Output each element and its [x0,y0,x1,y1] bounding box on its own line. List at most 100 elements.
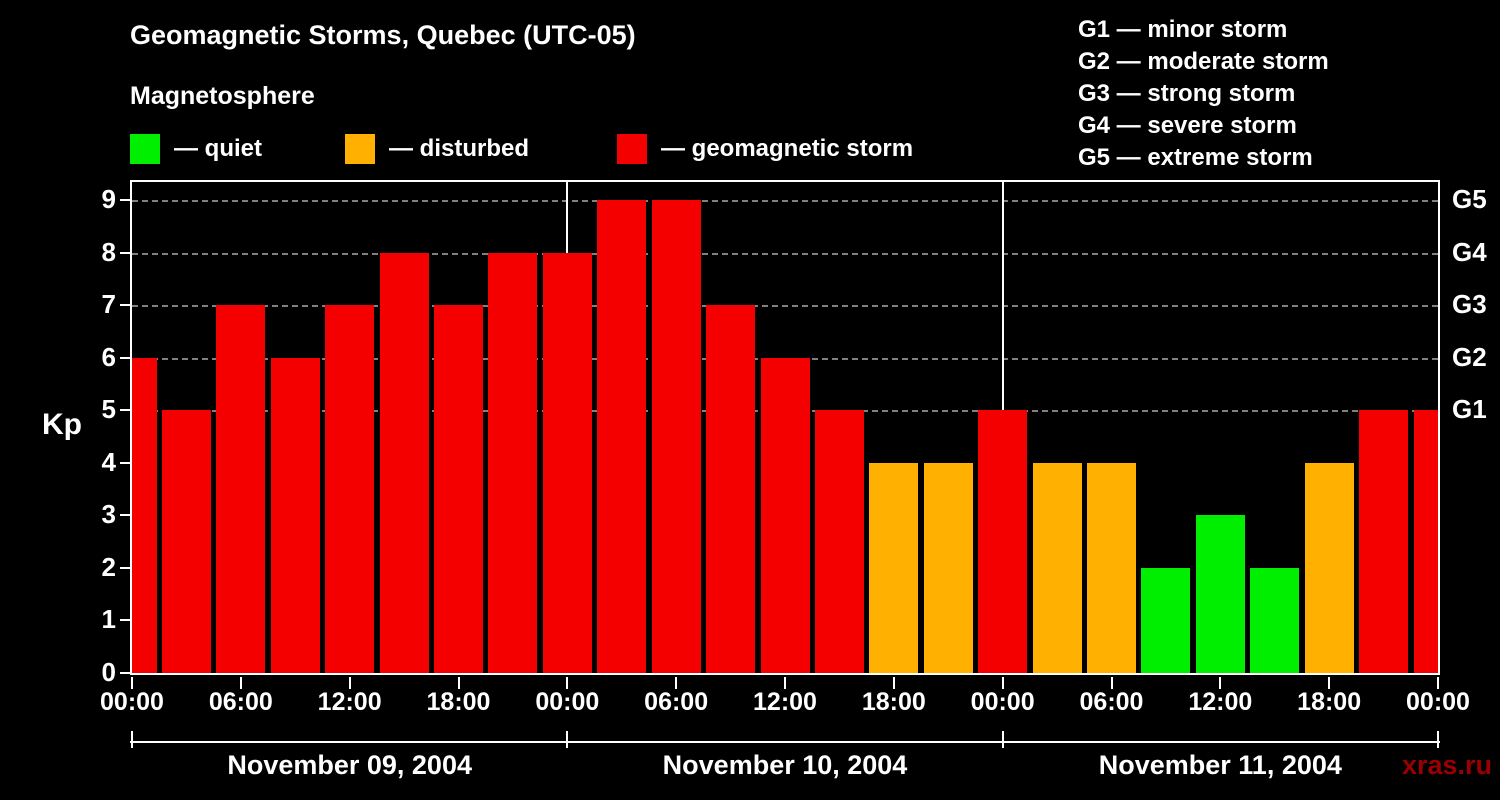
x-tick-label-6: 12:00 [753,688,817,716]
x-tick-label-11: 18:00 [1297,688,1362,716]
y-tick-mark-4 [120,461,130,464]
x-tick-mark-7 [892,677,895,689]
kp-bar-hour-24 [542,252,592,673]
y-tick-mark-6 [120,356,130,359]
legend-label-storm: — geomagnetic storm [661,135,914,162]
x-tick-label-4: 00:00 [535,688,600,716]
y-tick-label-4: 4 [101,446,116,477]
right-axis-label-g2: G2 [1452,341,1487,372]
kp-bar-hour-54 [1087,462,1136,673]
kp-bar-hour-45 [923,462,973,673]
right-axis-label-g5: G5 [1452,184,1487,214]
g-scale-item-g5: G5 — extreme storm [1078,144,1313,171]
y-tick-mark-3 [120,514,130,517]
kp-bar-hour-15 [379,252,429,673]
kp-bar-hour-48 [978,410,1028,673]
x-tick-mark-4 [566,677,569,689]
y-tick-mark-9 [120,199,130,201]
x-tick-label-3: 18:00 [426,688,491,716]
kp-bar-hour-6 [216,305,266,673]
quiet-swatch-icon [130,134,160,164]
x-tick-mark-11 [1328,677,1331,689]
right-axis-label-g1: G1 [1452,394,1487,425]
kp-bar-hour-0 [132,357,157,673]
y-tick-label-9: 9 [101,184,116,214]
legend-label-disturbed: — disturbed [389,135,530,162]
kp-bar-hour-66 [1304,462,1354,673]
g-scale-item-g2: G2 — moderate storm [1078,48,1329,75]
date-axis-tick-1 [566,731,569,748]
storm-swatch-icon [617,134,647,164]
y-tick-mark-1 [120,619,130,622]
kp-bar-hour-9 [270,357,320,673]
y-tick-label-7: 7 [101,289,116,320]
date-label-day1: November 09, 2004 [227,750,472,780]
y-axis-title: Kp [42,408,82,441]
kp-bar-hour-69 [1359,410,1409,673]
x-tick-label-12: 00:00 [1406,688,1470,716]
watermark: xras.ru [1401,750,1492,780]
x-tick-label-9: 06:00 [1079,688,1144,716]
x-tick-label-2: 12:00 [317,688,382,716]
y-tick-mark-8 [120,251,130,254]
x-tick-mark-9 [1110,677,1113,689]
date-axis-tick-3 [1437,731,1439,748]
x-tick-mark-12 [1437,677,1439,689]
date-axis-tick-0 [131,731,133,748]
kp-bar-hour-39 [814,410,864,673]
y-tick-mark-2 [120,566,130,569]
kp-bar-hour-21 [488,252,538,673]
kp-bar-hour-57 [1141,567,1191,673]
kp-bar-hour-36 [760,357,810,673]
y-tick-label-2: 2 [101,551,116,582]
x-tick-mark-10 [1219,677,1222,689]
x-tick-mark-1 [239,677,242,689]
x-tick-label-10: 12:00 [1188,688,1253,716]
g-scale-item-g4: G4 — severe storm [1078,112,1297,139]
disturbed-swatch-icon [345,134,375,164]
kp-bar-hour-18 [434,305,483,673]
date-label-day2: November 10, 2004 [662,750,908,780]
kp-bar-hour-33 [706,305,756,673]
x-tick-label-0: 00:00 [100,688,164,716]
plot-area [130,180,1440,675]
x-tick-mark-3 [457,677,460,689]
gridline-g4 [132,252,1438,255]
kp-bar-hour-30 [651,200,701,673]
x-tick-label-7: 18:00 [861,688,926,716]
g-scale-item-g3: G3 — strong storm [1078,80,1296,107]
kp-bar-hour-51 [1032,462,1082,673]
legend-item-storm: — geomagnetic storm [617,133,913,165]
y-tick-label-0: 0 [101,657,116,687]
y-tick-label-1: 1 [101,604,116,635]
legend-item-disturbed: — disturbed [345,133,529,165]
magnetosphere-label: Magnetosphere [130,82,315,110]
y-tick-label-8: 8 [101,236,116,267]
date-axis-line [130,741,1440,743]
kp-bar-hour-3 [161,410,211,673]
kp-bar-hour-60 [1195,515,1245,673]
g-scale-item-g1: G1 — minor storm [1078,16,1288,43]
legend-label-quiet: — quiet [174,135,262,162]
x-tick-mark-0 [131,677,133,689]
legend-item-quiet: — quiet [130,133,262,165]
right-axis-label-g3: G3 [1452,289,1487,320]
x-tick-mark-8 [1001,677,1004,689]
y-tick-mark-0 [120,672,130,674]
x-tick-label-5: 06:00 [644,688,709,716]
gridline-g3 [132,305,1438,308]
g-scale-legend: G1 — minor storm G2 — moderate storm G3 … [1078,14,1329,174]
y-tick-label-6: 6 [101,341,116,372]
x-tick-mark-6 [784,677,786,689]
y-tick-label-3: 3 [101,499,116,530]
kp-bar-hour-42 [869,462,919,673]
right-axis-label-g4: G4 [1452,236,1487,267]
date-label-day3: November 11, 2004 [1098,750,1342,780]
x-tick-mark-5 [675,677,678,689]
x-tick-label-1: 06:00 [208,688,273,716]
date-axis-tick-2 [1001,731,1004,748]
kp-bar-hour-12 [325,305,375,673]
y-tick-mark-7 [120,304,130,307]
x-tick-mark-2 [348,677,351,689]
